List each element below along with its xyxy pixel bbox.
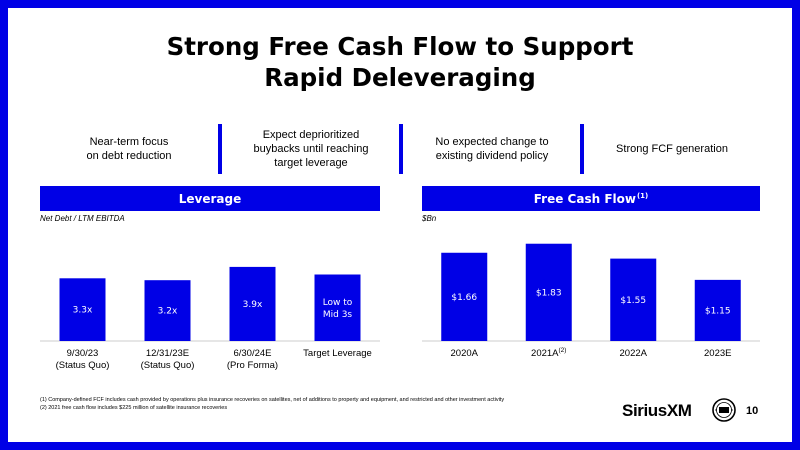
bar: [229, 266, 276, 341]
callout-debt-reduction: Near-term focus on debt reduction: [40, 124, 218, 174]
footnote-2: (2) 2021 free cash flow includes $225 mi…: [40, 404, 228, 411]
bar: [525, 243, 572, 341]
fcf-subtitle: $Bn: [422, 214, 437, 223]
slide-title-line1: Strong Free Cash Flow to Support: [166, 32, 634, 61]
bar-value-label: Low to: [323, 298, 353, 308]
fcf-header: Free Cash Flow (1): [422, 186, 760, 211]
category-label: (Pro Forma): [227, 360, 278, 371]
bar: [144, 280, 191, 341]
category-label: (Status Quo): [56, 360, 110, 371]
category-label: 6/30/24E: [233, 348, 271, 359]
callout-line: buybacks until reaching: [253, 143, 369, 155]
category-label: 2022A: [620, 348, 648, 359]
bar-value-label: $1.83: [536, 288, 562, 298]
leverage-header: Leverage: [40, 186, 380, 211]
callout-divider: [399, 124, 403, 174]
fcf-header-label: Free Cash Flow: [533, 191, 636, 206]
corporate-seal-icon: [712, 398, 736, 422]
slide-border-top: [0, 0, 800, 8]
category-label: 2020A: [451, 348, 479, 359]
leverage-chart: 3.3x9/30/23(Status Quo)3.2x12/31/23E(Sta…: [40, 266, 380, 371]
callout-divider: [218, 124, 222, 174]
fcf-header-footnote: (1): [636, 191, 649, 200]
bar-value-label: 3.3x: [73, 306, 93, 316]
slide-border-right: [792, 0, 800, 450]
bar-value-label: Mid 3s: [323, 310, 353, 320]
slide-title-line2: Rapid Deleveraging: [264, 63, 536, 92]
category-label: (Status Quo): [141, 360, 195, 371]
category-label: 9/30/23: [67, 348, 99, 359]
footnotes: (1) Company-defined FCF includes cash pr…: [40, 397, 600, 412]
callout-line: target leverage: [274, 157, 348, 169]
fcf-chart: $1.66 2020A $1.83 2021A(2) $1.55 2022A $1.15 20…: [422, 243, 760, 359]
slide-title: Strong Free Cash Flow to Support Rapid D…: [40, 31, 760, 93]
page-number: 10: [746, 405, 759, 417]
leverage-subtitle: Net Debt / LTM EBITDA: [40, 214, 125, 223]
callout-dividend: No expected change to existing dividend …: [403, 124, 581, 174]
bar-value-label: $1.66: [451, 293, 477, 303]
bar: [59, 278, 106, 341]
bar-value-label: 3.9x: [243, 300, 263, 310]
bar-value-label: 3.2x: [158, 307, 178, 317]
bar: [441, 252, 488, 341]
callout-buybacks: Expect deprioritized buybacks until reac…: [222, 124, 400, 174]
callout-line: Expect deprioritized: [262, 129, 360, 141]
bar: [694, 279, 741, 341]
category-footnote: (2): [559, 347, 567, 354]
callout-line: existing dividend policy: [435, 150, 549, 162]
callout-divider: [580, 124, 584, 174]
callout-line: on debt reduction: [86, 150, 172, 162]
callout-line: Near-term focus: [89, 136, 169, 148]
bar-value-label: $1.15: [705, 306, 731, 316]
leverage-header-label: Leverage: [178, 191, 242, 206]
bar: [314, 274, 361, 341]
category-label: 2023E: [704, 348, 731, 359]
bar: [610, 258, 657, 341]
category-label: 12/31/23E: [146, 348, 189, 359]
category-label: 2021A(2): [531, 347, 566, 359]
siriusxm-logo: SiriusXM: [622, 401, 692, 420]
footnote-1: (1) Company-defined FCF includes cash pr…: [40, 397, 505, 403]
callout-line: No expected change to: [435, 136, 549, 148]
bar-value-label: $1.55: [620, 296, 646, 306]
slide-border-left: [0, 0, 8, 450]
callout-fcf-generation: Strong FCF generation: [584, 124, 760, 174]
callout-line: Strong FCF generation: [616, 143, 728, 155]
category-label: Target Leverage: [303, 348, 372, 359]
slide-border-bottom: [0, 442, 800, 450]
